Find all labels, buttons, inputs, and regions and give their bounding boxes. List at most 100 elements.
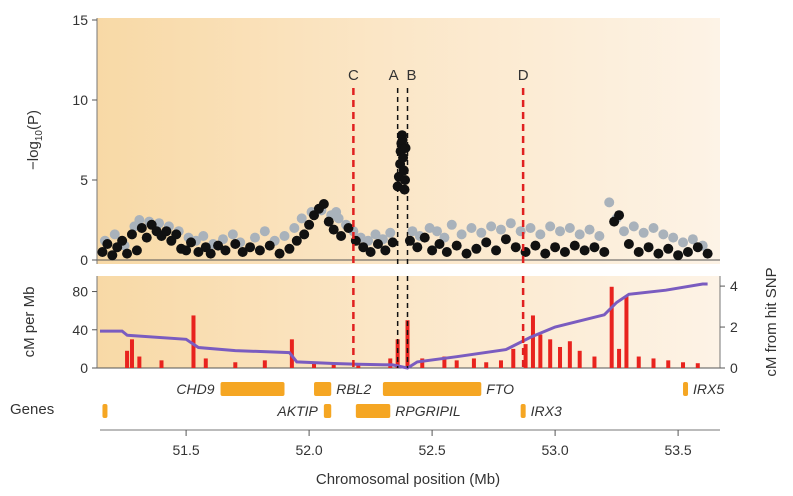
snp-point (432, 226, 443, 237)
snp-point (471, 243, 482, 254)
gene-body (102, 404, 108, 418)
recombination-rate-bar (666, 360, 671, 368)
x-tick-label: 53.0 (541, 442, 568, 458)
snp-point (304, 219, 315, 230)
recombination-rate-bar (498, 360, 503, 368)
x-axis-ticks: 51.5 52.0 52.5 53.0 53.5 (172, 430, 692, 458)
snp-point (136, 223, 147, 233)
snp-point (249, 232, 260, 243)
snp-point (648, 223, 659, 233)
recombination-rate-bar (681, 362, 686, 368)
snp-point (599, 247, 610, 257)
snp-point (141, 232, 152, 243)
snp-point (400, 175, 411, 185)
snp-point (486, 221, 497, 232)
snp-point (491, 245, 502, 256)
snp-point (628, 221, 639, 232)
gene-body (520, 404, 526, 418)
y-tick-label: 0 (80, 252, 88, 268)
snp-point (161, 226, 172, 237)
snp-point (481, 237, 492, 248)
snp-point (259, 226, 270, 237)
gene-label: AKTIP (276, 403, 318, 419)
snp-point (365, 247, 376, 257)
snp-point (299, 229, 310, 240)
recombination-rate-bar (511, 348, 516, 368)
recombination-rate-bar (617, 348, 622, 368)
snp-point (589, 242, 600, 253)
y-tick-label: 15 (72, 12, 88, 28)
snp-point (456, 229, 467, 240)
snp-point (618, 226, 629, 237)
snp-point (614, 210, 625, 221)
recombination-rate-bar (159, 360, 164, 368)
snp-point (692, 242, 703, 253)
snp-point (466, 223, 477, 233)
snp-point (535, 229, 546, 240)
snp-point (673, 250, 684, 261)
recombination-panel: 0 40 80 0 2 4 cM per Mb cM from hit SNP (21, 267, 780, 376)
snp-point (643, 242, 654, 253)
snp-point (702, 248, 713, 259)
snp-point (109, 229, 120, 240)
snp-point (193, 247, 204, 257)
snp-point (446, 219, 457, 230)
gene-label: FTO (486, 381, 514, 397)
snp-point (296, 213, 307, 224)
snp-point (584, 224, 595, 235)
recombination-rate-bar (233, 362, 238, 368)
snp-point (594, 231, 605, 241)
snp-point (579, 245, 590, 256)
marker-label: B (406, 67, 416, 84)
recombination-rate-bar (191, 315, 196, 368)
snp-point (380, 245, 391, 256)
snp-point (97, 247, 108, 257)
snp-point (638, 227, 649, 238)
snp-point (131, 245, 142, 256)
snp-point (343, 223, 354, 233)
snp-point (245, 242, 256, 253)
snp-point (400, 143, 411, 153)
snp-point (264, 240, 275, 251)
gene-body (382, 382, 482, 396)
y-tick-label-right: 0 (730, 360, 738, 376)
gene-body (355, 404, 391, 418)
snp-point (291, 235, 302, 246)
y-tick-label: 10 (72, 92, 88, 108)
x-axis: 51.5 52.0 52.5 53.0 53.5 Chromosomal positio… (100, 429, 720, 488)
snp-point (284, 243, 295, 254)
snp-point (186, 237, 197, 248)
snp-point (318, 199, 329, 209)
snp-point (181, 245, 192, 256)
snp-point (510, 242, 521, 253)
recombination-right-axis-title: cM from hit SNP (763, 267, 780, 376)
snp-point (358, 242, 369, 253)
snp-point (289, 223, 300, 233)
snp-point (574, 229, 585, 240)
gene-body (220, 382, 285, 396)
y-tick-label-right: 2 (730, 319, 738, 335)
recombination-rate-bar (548, 339, 553, 368)
gene-label: IRX5 (693, 381, 724, 397)
x-tick-label: 51.5 (172, 442, 199, 458)
marker-label: D (518, 67, 529, 84)
recombination-rate-bar (129, 339, 134, 368)
snp-point (682, 247, 693, 257)
snp-point (441, 247, 452, 257)
gene-list: CHD9 RBL2 FTO IRX5 AKTIP RPGRIPIL IRX3 (102, 381, 724, 419)
recombination-rate-bar (395, 339, 400, 368)
snp-point (500, 234, 511, 245)
recombination-rate-bar (420, 358, 425, 368)
recombination-right-y-ticks: 0 2 4 (720, 278, 738, 376)
recombination-panel-markers (352, 276, 525, 368)
snp-point (398, 165, 409, 176)
snp-point (372, 239, 383, 249)
recombination-rate-bar (356, 364, 361, 368)
snp-point (126, 229, 137, 240)
recombination-rate-bar (442, 356, 447, 368)
marker-label: C (348, 67, 359, 84)
recombination-y-axis-title: cM per Mb (21, 287, 38, 358)
gene-label: RPGRIPIL (395, 403, 460, 419)
